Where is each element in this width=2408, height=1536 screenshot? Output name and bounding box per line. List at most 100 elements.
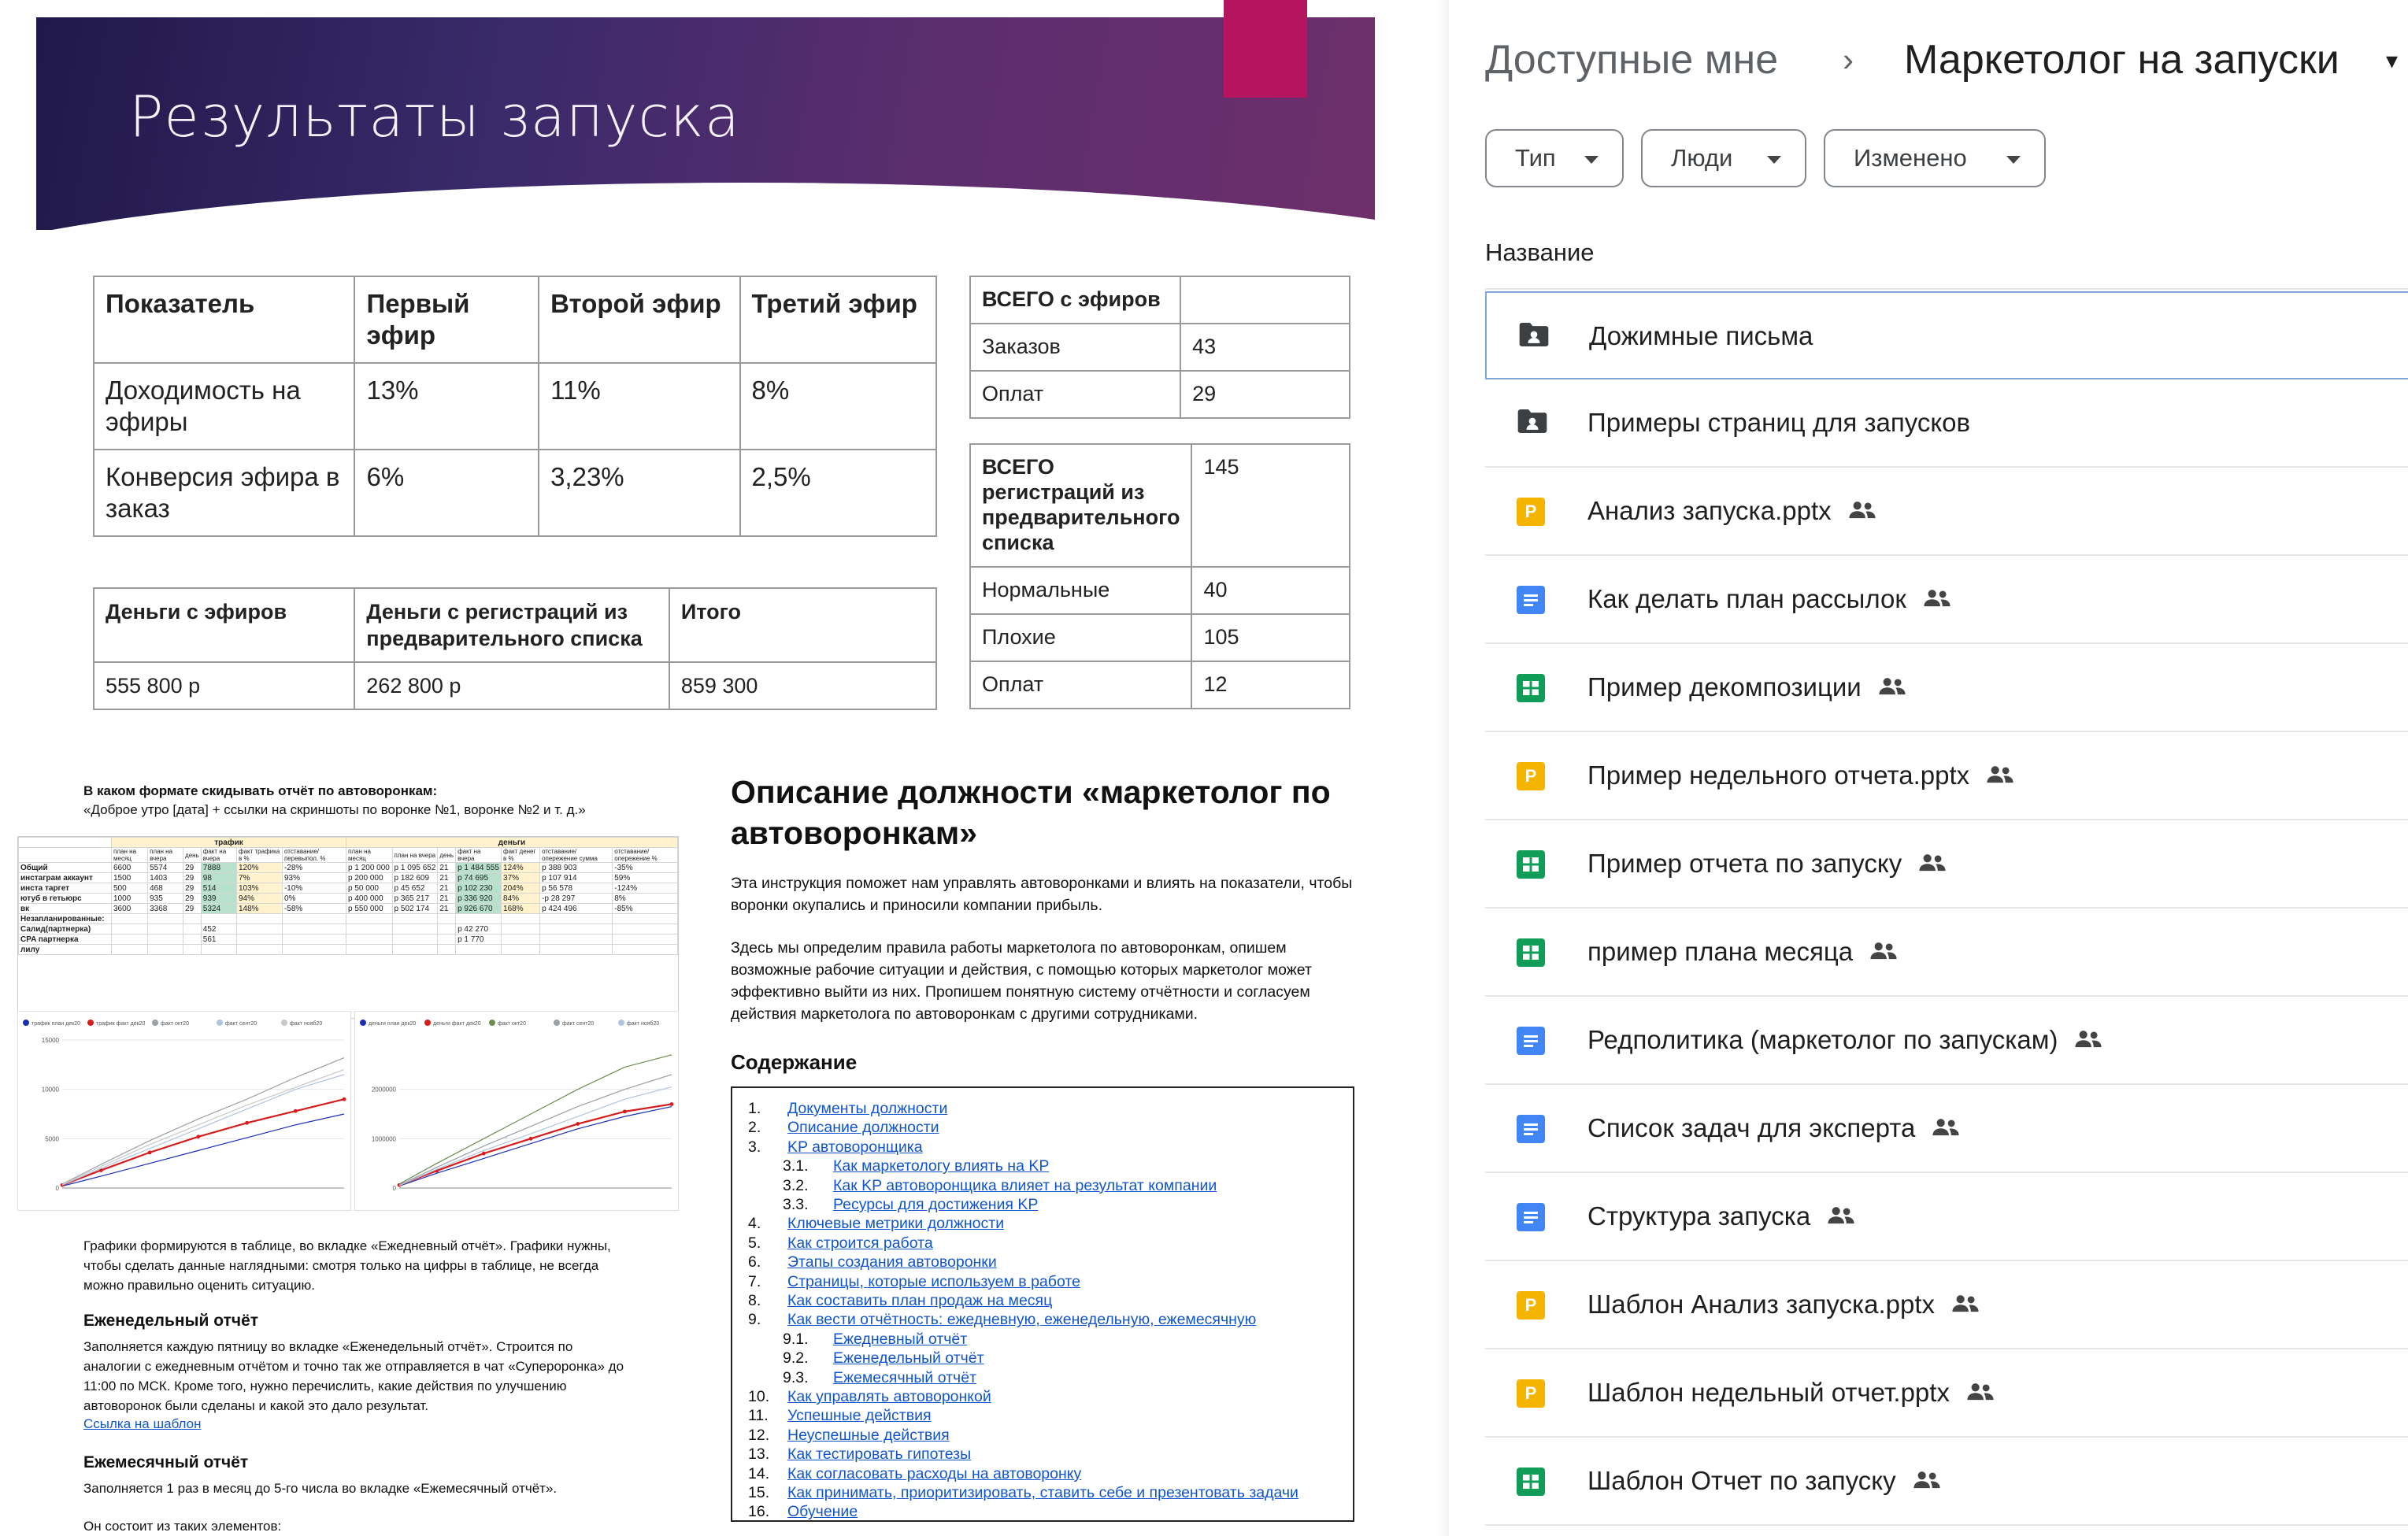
template-link[interactable]: Ссылка на шаблон	[83, 1416, 202, 1431]
toc-item-link[interactable]: Как согласовать расходы на автоворонку	[787, 1464, 1082, 1482]
sheet-cell: р 1 484 555	[455, 862, 502, 873]
sheet-cell: 124%	[501, 862, 541, 873]
sheet-cell: р 926 670	[455, 903, 502, 914]
sheet-cell: Незапланированные:	[18, 913, 112, 924]
toc-item-link[interactable]: Ключевые метрики должности	[787, 1215, 1005, 1233]
file-row[interactable]: P Шаблон Анализ запуска.pptx	[1485, 1261, 2408, 1349]
file-row[interactable]: Дожимные письма	[1485, 291, 2408, 379]
legend-marker	[618, 1020, 624, 1026]
toc-item-link[interactable]: Успешные действия	[787, 1407, 932, 1425]
toc-item-link[interactable]: Документы должности	[787, 1100, 948, 1117]
filter-people-chip[interactable]: Люди	[1641, 129, 1806, 187]
legend-label: факт нояб20	[290, 1020, 322, 1027]
toc-item: 13. Как тестировать гипотезы	[748, 1445, 971, 1464]
file-row[interactable]: P Анализ запуска.pptx	[1485, 468, 2408, 556]
y-tick-label: 2000000	[372, 1086, 397, 1094]
sheet-cell: 3368	[147, 903, 184, 914]
toc-item-link[interactable]: Неуспешные действия	[787, 1426, 950, 1444]
file-row[interactable]: Пример декомпозиции	[1485, 644, 2408, 732]
toc-item-link[interactable]: Как строится работа	[787, 1234, 933, 1252]
slides-file-icon: P	[1517, 498, 1545, 526]
file-row[interactable]: Список задач для эксперта	[1485, 1085, 2408, 1173]
file-name: Как делать план рассылок	[1587, 584, 1952, 614]
toc-item-link[interactable]: Как управлять автоворонкой	[787, 1388, 991, 1405]
folder-menu-dropdown-icon[interactable]: ▾	[2386, 48, 2399, 74]
file-name: Пример недельного отчета.pptx	[1587, 761, 2015, 790]
data-point	[576, 1122, 580, 1126]
sheet-cell: -10%	[281, 883, 347, 894]
toc-item-link[interactable]: KP автоворонщика	[787, 1138, 923, 1156]
toc-item-link[interactable]: Как принимать, приоритизировать, ставить…	[787, 1484, 1298, 1501]
filter-modified-chip[interactable]: Изменено	[1824, 129, 2046, 187]
sheet-cell: 1403	[147, 872, 184, 883]
weekly-report-text: Заполняется каждую пятницу во вкладке «Е…	[83, 1339, 624, 1413]
legend-marker	[489, 1020, 495, 1026]
toc-item-link[interactable]: Как маркетологу влиять на KP	[833, 1157, 1050, 1175]
sheet-cell: 120%	[236, 862, 283, 873]
filter-type-chip[interactable]: Тип	[1485, 129, 1624, 187]
series-line	[398, 1074, 672, 1186]
toc-item-link[interactable]: Ежемесячный отчёт	[833, 1368, 976, 1386]
column-header-name[interactable]: Название	[1485, 239, 1595, 266]
file-name-text: Анализ запуска.pptx	[1587, 496, 1832, 525]
file-name: Шаблон недельный отчет.pptx	[1587, 1378, 1995, 1408]
sheet-cell: -85%	[612, 903, 678, 914]
legend-marker	[87, 1020, 94, 1026]
toc-item-link[interactable]: Как KP автоворонщика влияет на результат…	[833, 1176, 1217, 1194]
sheet-cell	[110, 934, 149, 945]
sheet-cell: 7%	[236, 872, 283, 883]
sheet-cell: р 424 496	[539, 903, 613, 914]
table-cell: 145	[1191, 443, 1350, 568]
data-point	[98, 1168, 103, 1172]
money-table: Деньги с эфиров Деньги с регистраций из …	[92, 587, 938, 710]
report-spreadsheet-table: трафик деньги план на месяц план на вчера…	[18, 837, 678, 955]
toc-item-link[interactable]: Как тестировать гипотезы	[787, 1445, 972, 1464]
file-name: Примеры страниц для запусков	[1587, 408, 1970, 438]
file-row[interactable]: Шаблон Отчет по запуску	[1485, 1438, 2408, 1526]
legend-marker	[360, 1020, 366, 1026]
sheet-cell: р 336 920	[455, 893, 502, 904]
shared-people-icon	[1932, 1119, 1959, 1136]
sheet-cell	[501, 944, 541, 955]
table-header: Первый эфир	[354, 276, 540, 364]
sheet-cell	[281, 944, 347, 955]
data-point	[147, 1150, 152, 1155]
toc-item-link[interactable]: Обучение	[787, 1503, 858, 1521]
toc-item-link[interactable]: Как составить план продаж на месяц	[787, 1292, 1053, 1309]
prelist-total-table: ВСЕГО регистраций из предварительного сп…	[969, 443, 1350, 709]
sheet-cell: 1000	[110, 893, 149, 904]
sheet-cell: р 42 270	[455, 923, 502, 935]
toc-item-number: 9.1.	[783, 1330, 809, 1348]
file-name-text: Шаблон недельный отчет.pptx	[1587, 1378, 1950, 1407]
sheet-cell	[346, 923, 393, 935]
toc-item: 14. Как согласовать расходы на автоворонк…	[748, 1464, 1081, 1483]
breadcrumb-shared-with-me[interactable]: Доступные мне	[1485, 37, 1779, 83]
toc-item-link[interactable]: Ресурсы для достижения KP	[833, 1196, 1039, 1213]
toc-item-link[interactable]: Еженедельный отчёт	[833, 1349, 984, 1368]
breadcrumb-current-folder[interactable]: Маркетолог на запуски	[1904, 37, 2339, 83]
file-row[interactable]: P Пример недельного отчета.pptx	[1485, 732, 2408, 820]
file-name-text: Пример декомпозиции	[1587, 672, 1862, 701]
toc-item-link[interactable]: Ежедневный отчёт	[833, 1330, 968, 1348]
toc-item-link[interactable]: Страницы, которые используем в работе	[787, 1272, 1080, 1290]
toc-item-number: 9.3.	[783, 1368, 809, 1386]
toc-item-link[interactable]: Этапы создания автоворонки	[787, 1253, 997, 1271]
file-row[interactable]: Примеры страниц для запусков	[1485, 379, 2408, 468]
file-name-text: Дожимные письма	[1589, 321, 1813, 350]
toc-item-link[interactable]: Как вести отчётность: ежедневную, еженед…	[787, 1311, 1257, 1329]
sheet-cell: 3600	[110, 903, 149, 914]
file-row[interactable]: Пример отчета по запуску	[1485, 820, 2408, 909]
file-name-text: Пример недельного отчета.pptx	[1587, 761, 1970, 790]
toc-item-link[interactable]: Описание должности	[787, 1119, 939, 1137]
sheet-col-header: отставание/ опережение %	[612, 847, 678, 863]
file-row[interactable]: Редполитика (маркетолог по запускам)	[1485, 997, 2408, 1085]
sheets-file-icon	[1517, 674, 1545, 702]
file-row[interactable]: Структура запуска	[1485, 1173, 2408, 1261]
sheet-cell: 21	[437, 893, 457, 904]
file-row[interactable]: пример плана месяца	[1485, 909, 2408, 997]
file-row[interactable]: P Шаблон недельный отчет.pptx	[1485, 1349, 2408, 1438]
file-row[interactable]: Как делать план рассылок	[1485, 556, 2408, 644]
sheet-cell: -124%	[612, 883, 678, 894]
monthly-report-text: Заполняется 1 раз в месяц до 5-го числа …	[83, 1481, 558, 1496]
table-cell: 43	[1180, 323, 1350, 372]
